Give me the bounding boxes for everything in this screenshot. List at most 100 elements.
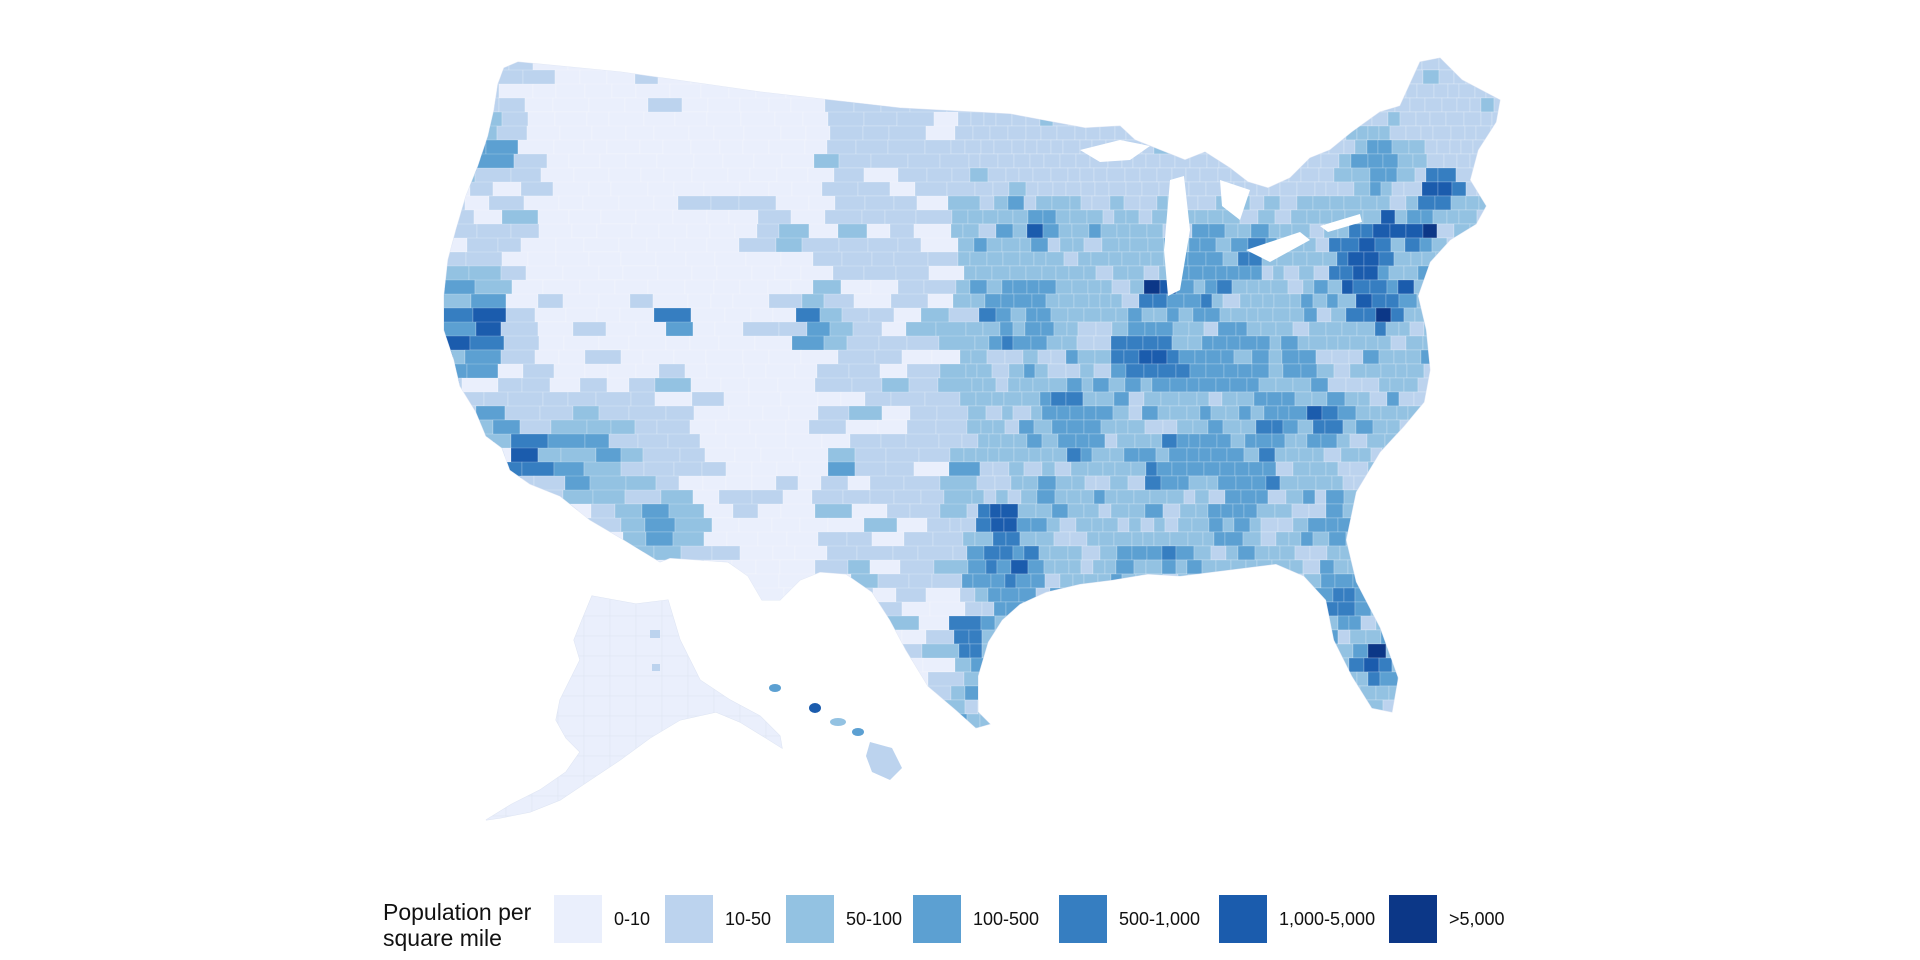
county-cell [1352,279,1371,295]
county-cell [1188,573,1205,589]
county-cell [1026,83,1045,99]
county-cell [1104,97,1124,113]
county-cell [1039,601,1055,617]
county-cell [1053,321,1068,337]
county-cell [728,83,757,100]
county-cell [1289,307,1305,323]
county-cell [1226,265,1240,281]
county-cell [952,293,972,309]
county-cell [1381,447,1396,463]
county-cell [797,475,822,491]
county-cell [1289,559,1304,575]
county-cell [1254,545,1270,561]
alaska-borough-cell [687,596,715,617]
county-cell [1308,111,1323,127]
county-cell [1079,167,1095,183]
county-cell [1064,587,1079,603]
county-cell [714,601,752,622]
county-cell [1051,503,1069,519]
county-cell [1437,167,1457,183]
county-cell [1337,69,1352,85]
county-cell [1054,559,1070,575]
county-cell [1177,671,1193,687]
county-cell [1349,363,1367,379]
county-cell [1081,545,1101,561]
county-cell [1489,573,1500,589]
county-cell [968,153,981,169]
county-cell [1468,657,1481,673]
county-cell [1021,391,1041,407]
county-cell [1145,727,1163,728]
county-cell [1104,559,1117,575]
county-cell [1134,601,1153,617]
county-cell [1308,335,1328,351]
county-cell [571,223,598,239]
county-cell [472,657,508,681]
county-cell [863,111,898,127]
county-cell [1499,279,1500,295]
county-cell [1292,321,1310,337]
county-cell [1404,489,1418,505]
alaska-borough-cell [609,815,637,820]
county-cell [1405,195,1419,211]
county-cell [1369,279,1388,295]
county-cell [690,377,722,393]
county-cell [1066,489,1082,505]
county-cell [1141,58,1158,71]
county-cell [1274,447,1287,463]
county-cell [980,139,995,155]
county-cell [1138,293,1154,309]
county-cell [1429,111,1447,127]
alaska-borough-cell [739,795,767,817]
county-cell [1479,601,1492,617]
alaska-borough-cell [557,755,585,777]
county-cell [1459,237,1475,253]
alaska-borough-cell [583,815,611,820]
county-cell [1022,685,1040,701]
county-cell [486,601,518,624]
county-cell [639,139,664,155]
county-cell [1098,531,1115,547]
county-cell [467,587,505,604]
county-cell [762,615,793,638]
county-cell [1110,335,1128,351]
county-cell [1321,111,1341,127]
county-cell [1223,363,1239,379]
county-cell [1041,265,1057,281]
alaska-borough-cell [583,715,611,737]
county-cell [444,433,478,454]
county-cell [1018,587,1037,603]
county-cell [961,573,974,589]
county-cell [1287,279,1304,295]
county-cell [1386,531,1402,547]
county-cell [1215,265,1228,281]
county-cell [780,69,810,85]
county-cell [483,391,509,408]
county-cell [496,531,532,554]
county-cell [1143,391,1162,407]
county-cell [1023,699,1043,715]
county-cell [1451,265,1466,281]
county-cell [974,531,994,547]
county-cell [1360,195,1378,211]
county-cell [470,671,497,690]
county-cell [1483,139,1500,155]
county-cell [1054,461,1072,477]
county-cell [826,139,857,156]
county-cell [1319,559,1335,575]
county-cell [1239,335,1258,351]
county-cell [1391,181,1405,197]
county-cell [1146,223,1164,239]
county-cell [1432,209,1448,225]
county-cell [783,587,822,611]
alaska-borough-cell [713,596,741,617]
county-cell [1350,69,1367,85]
county-cell [1317,643,1336,659]
county-cell [1105,727,1119,728]
county-cell [1151,601,1171,617]
county-cell [1186,559,1203,575]
county-cell [986,251,1004,267]
county-cell [1456,97,1471,113]
county-cell [1102,209,1115,225]
county-cell [982,321,1001,337]
